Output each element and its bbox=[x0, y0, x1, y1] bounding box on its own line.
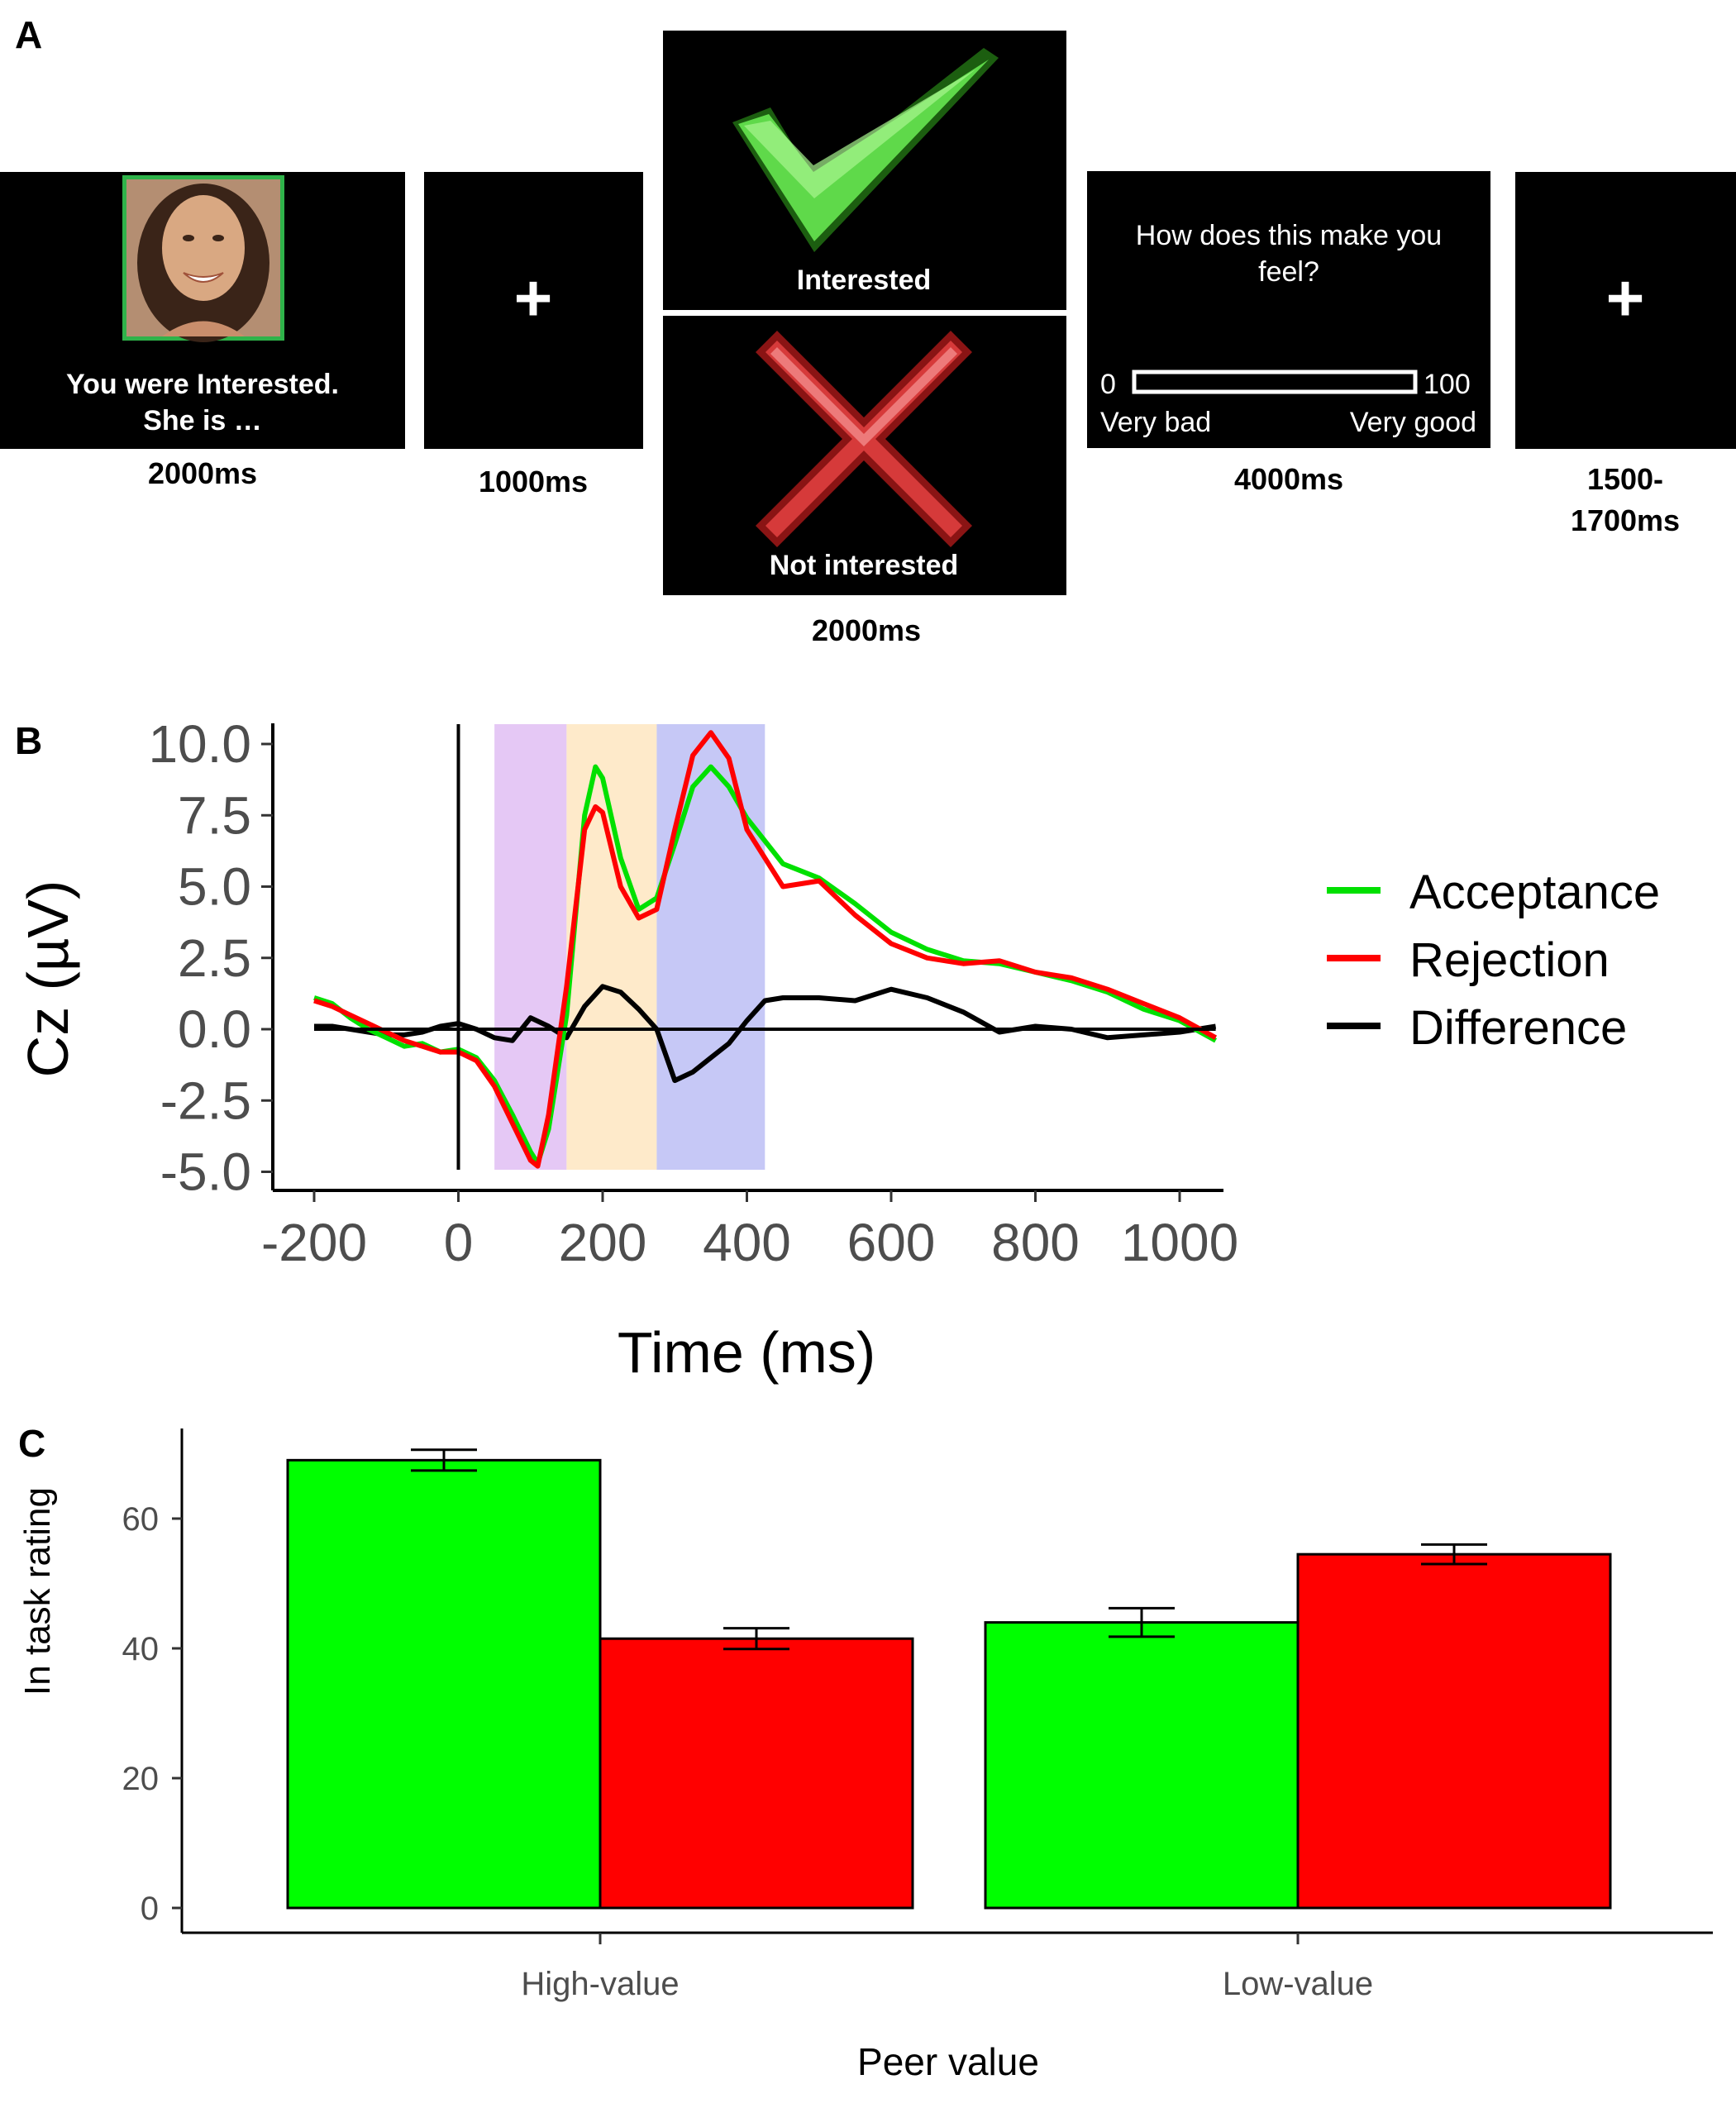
scale-low-label: Very bad bbox=[1100, 407, 1211, 438]
duration-label: 2000ms bbox=[812, 613, 921, 647]
y-tick-label: 2.5 bbox=[178, 928, 251, 988]
bars bbox=[286, 1448, 1612, 1910]
scale-min-label: 0 bbox=[1100, 369, 1116, 400]
outcome-reject-label: Not interested bbox=[770, 550, 959, 581]
y-axis-title: In task rating bbox=[17, 1487, 58, 1695]
fixation-cross: + bbox=[514, 261, 553, 335]
y-tick-label: 20 bbox=[122, 1761, 160, 1797]
y-tick-label: 60 bbox=[122, 1501, 160, 1538]
outcome-accept-label: Interested bbox=[797, 265, 932, 296]
y-tick-label: 10.0 bbox=[148, 714, 251, 774]
feedback-line-1: You were Interested. bbox=[66, 369, 339, 400]
screen-fixation-2: + 1500- 1700ms bbox=[1515, 172, 1736, 537]
legend: Acceptance Rejection Difference bbox=[1327, 866, 1660, 1055]
neck bbox=[162, 321, 245, 336]
shaded-windows bbox=[494, 724, 765, 1170]
y-tick-label: 40 bbox=[122, 1631, 160, 1667]
bar-acceptance-low-value bbox=[984, 1621, 1300, 1910]
duration-label-1: 1500- bbox=[1587, 462, 1663, 496]
erp-tick-labels: -200 0 200 400 600 800 1000 10.0 7.5 5.0 2.5 0.0 -2.… bbox=[148, 714, 1238, 1272]
scale-high-label: Very good bbox=[1350, 407, 1476, 438]
duration-label: 1000ms bbox=[479, 465, 588, 498]
x-tick-label: High-value bbox=[521, 1966, 679, 2002]
feedback-line-2: She is … bbox=[143, 405, 262, 436]
rating-question-2: feel? bbox=[1258, 256, 1319, 288]
screen-outcome: Interested Not interested 2000ms bbox=[663, 31, 1066, 647]
y-tick-label: 0.0 bbox=[178, 999, 251, 1059]
panel-a-label: A bbox=[15, 13, 42, 56]
duration-label: 2000ms bbox=[148, 456, 257, 490]
legend-label-rejection: Rejection bbox=[1409, 933, 1610, 987]
duration-label-2: 1700ms bbox=[1571, 503, 1680, 537]
screen-bg bbox=[424, 172, 643, 449]
x-tick-label: -200 bbox=[261, 1213, 367, 1272]
right-eye bbox=[212, 235, 224, 241]
x-tick-label: 800 bbox=[991, 1213, 1080, 1272]
x-axis-title: Time (ms) bbox=[618, 1320, 875, 1385]
x-axis-title: Peer value bbox=[857, 2040, 1039, 2083]
shaded-window-3 bbox=[656, 724, 765, 1170]
x-tick-label: 0 bbox=[444, 1213, 474, 1272]
screen-bg bbox=[1515, 172, 1736, 449]
shaded-window-2 bbox=[566, 724, 657, 1170]
y-tick-label: 5.0 bbox=[178, 857, 251, 917]
left-eye bbox=[183, 235, 194, 241]
panel-c-label: C bbox=[18, 1422, 45, 1465]
panel-a: A You were Interested. She is … 2000ms +… bbox=[0, 13, 1736, 647]
rating-question-1: How does this make you bbox=[1136, 220, 1442, 251]
face bbox=[162, 195, 245, 301]
screen-fixation-1: + 1000ms bbox=[424, 172, 643, 498]
screen-feedback-prompt: You were Interested. She is … 2000ms bbox=[0, 172, 405, 490]
face-photo bbox=[122, 175, 284, 342]
series-line-rejection bbox=[313, 730, 1218, 1169]
x-tick-label: 600 bbox=[847, 1213, 936, 1272]
x-tick-label: 400 bbox=[703, 1213, 791, 1272]
panel-b-label: B bbox=[15, 719, 42, 762]
duration-label: 4000ms bbox=[1234, 462, 1343, 496]
x-tick-label: 1000 bbox=[1121, 1213, 1238, 1272]
scale-max-label: 100 bbox=[1424, 369, 1471, 400]
legend-label-acceptance: Acceptance bbox=[1409, 866, 1660, 919]
rating-slider bbox=[1132, 370, 1418, 394]
screen-bg bbox=[1087, 171, 1490, 448]
y-tick-label: -5.0 bbox=[160, 1142, 251, 1202]
cross-icon bbox=[756, 331, 972, 547]
bar-axes: 0 20 40 60 High-value Low-value bbox=[122, 1428, 1713, 2002]
x-tick-label: 200 bbox=[559, 1213, 647, 1272]
check-icon bbox=[732, 48, 999, 252]
legend-label-difference: Difference bbox=[1409, 1001, 1627, 1055]
panel-b: B -200 0 200 400 600 800 100010.07.55.02.50.0-… bbox=[15, 714, 1660, 1385]
smile bbox=[183, 272, 224, 283]
bar-rejection-high-value bbox=[599, 1637, 914, 1910]
y-axis-title: Cz (µV) bbox=[16, 880, 80, 1078]
x-tick-label: Low-value bbox=[1223, 1966, 1373, 2002]
y-tick-label: 7.5 bbox=[178, 785, 251, 845]
y-tick-label: -2.5 bbox=[160, 1071, 251, 1130]
y-tick-label: 0 bbox=[141, 1891, 159, 1927]
screen-rating: How does this make you feel? 0 100 Very … bbox=[1087, 171, 1490, 496]
fixation-cross: + bbox=[1606, 261, 1645, 335]
bar-rejection-low-value bbox=[1296, 1552, 1612, 1910]
bar-acceptance-high-value bbox=[286, 1458, 602, 1910]
